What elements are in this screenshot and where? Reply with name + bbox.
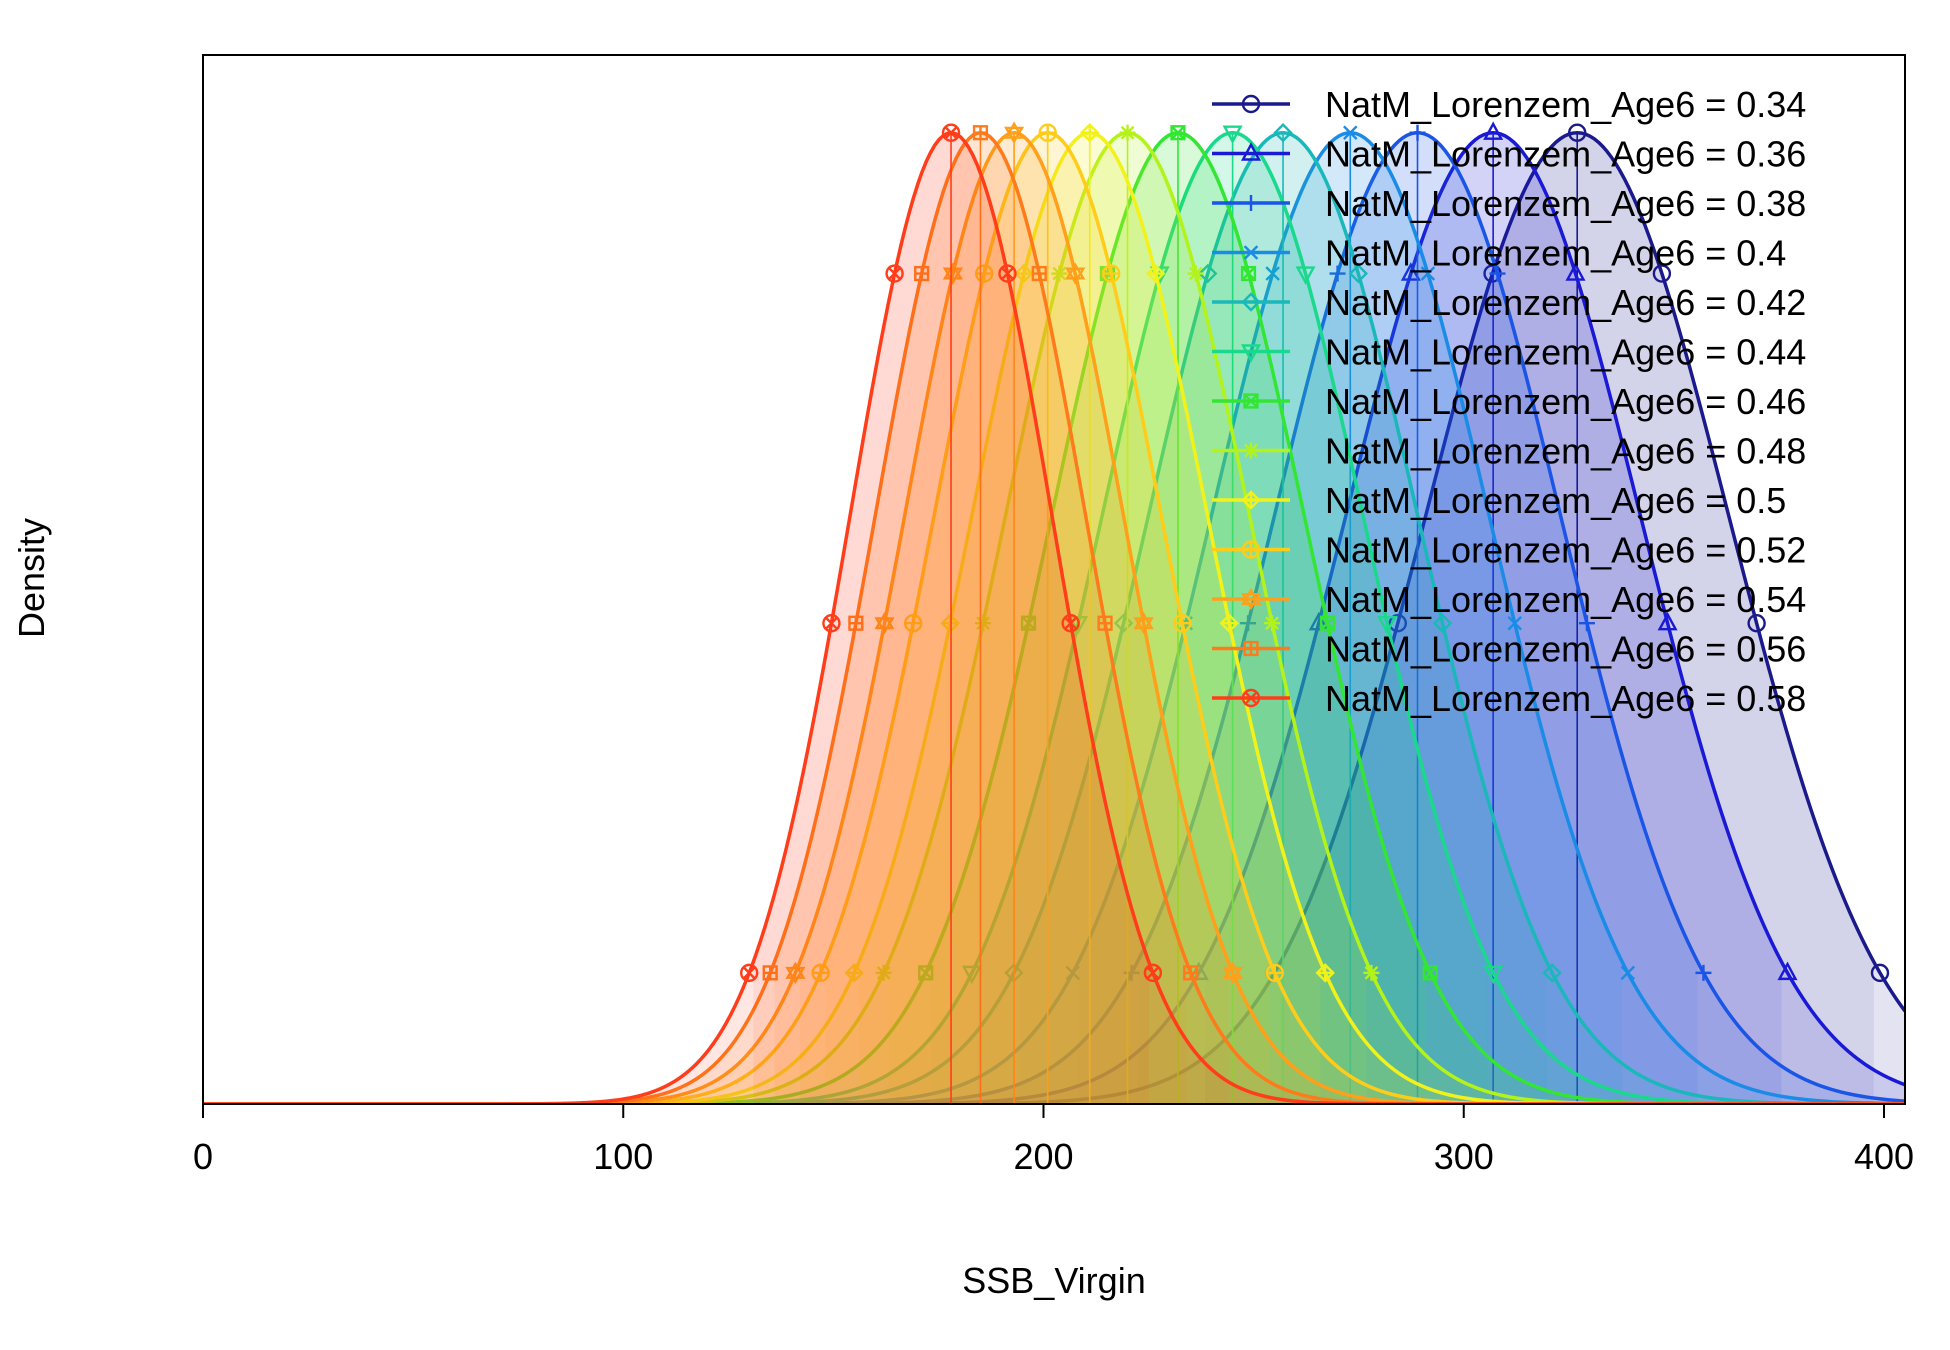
legend-marker bbox=[1240, 344, 1262, 363]
legend-marker bbox=[1241, 490, 1261, 510]
legend-item: NatM_Lorenzem_Age6 = 0.52 bbox=[1212, 530, 1806, 571]
series-markers bbox=[875, 124, 1380, 981]
density-area bbox=[203, 132, 1905, 1104]
series-markers bbox=[785, 121, 1243, 985]
density-area bbox=[203, 132, 1905, 1104]
density-area bbox=[203, 132, 1905, 1104]
legend-label: NatM_Lorenzem_Age6 = 0.5 bbox=[1325, 480, 1786, 521]
density-area bbox=[203, 132, 1905, 1104]
legend-item: NatM_Lorenzem_Age6 = 0.36 bbox=[1212, 134, 1806, 175]
density-curve bbox=[203, 130, 1905, 1104]
legend-item: NatM_Lorenzem_Age6 = 0.34 bbox=[1212, 84, 1806, 125]
density-area bbox=[203, 132, 1905, 1104]
legend-label: NatM_Lorenzem_Age6 = 0.54 bbox=[1325, 579, 1806, 620]
plot-frame bbox=[202, 54, 1906, 1105]
density-series bbox=[203, 121, 1905, 1104]
density-area bbox=[203, 132, 1905, 1104]
legend-label: NatM_Lorenzem_Age6 = 0.34 bbox=[1325, 84, 1806, 125]
legend-marker bbox=[1241, 292, 1261, 312]
x-tick-label: 200 bbox=[1013, 1136, 1073, 1177]
legend-item: NatM_Lorenzem_Age6 = 0.56 bbox=[1212, 629, 1806, 670]
legend-marker bbox=[1243, 195, 1259, 211]
x-tick-label: 300 bbox=[1434, 1136, 1494, 1177]
legend-marker bbox=[1241, 94, 1261, 114]
legend: NatM_Lorenzem_Age6 = 0.34 NatM_Lorenzem_A… bbox=[1212, 84, 1806, 719]
legend-item: NatM_Lorenzem_Age6 = 0.5 bbox=[1212, 480, 1786, 521]
legend-marker bbox=[1243, 245, 1259, 260]
series-markers bbox=[739, 123, 1163, 983]
x-tick-label: 100 bbox=[593, 1136, 653, 1177]
legend-item: NatM_Lorenzem_Age6 = 0.44 bbox=[1212, 332, 1806, 373]
legend-item: NatM_Lorenzem_Age6 = 0.58 bbox=[1212, 678, 1806, 719]
legend-label: NatM_Lorenzem_Age6 = 0.36 bbox=[1325, 134, 1806, 175]
legend-label: NatM_Lorenzem_Age6 = 0.38 bbox=[1325, 183, 1806, 224]
y-axis-title: Density bbox=[11, 518, 52, 638]
legend-marker bbox=[1243, 442, 1259, 459]
density-area bbox=[203, 132, 1905, 1104]
density-curve bbox=[203, 130, 1905, 1104]
legend-item: NatM_Lorenzem_Age6 = 0.4 bbox=[1212, 233, 1786, 274]
density-area bbox=[203, 132, 1905, 1104]
legend-marker bbox=[1241, 688, 1261, 708]
legend-marker bbox=[1240, 587, 1262, 611]
legend-marker bbox=[1241, 540, 1261, 559]
legend-marker bbox=[1243, 640, 1259, 657]
legend-label: NatM_Lorenzem_Age6 = 0.42 bbox=[1325, 282, 1806, 323]
legend-label: NatM_Lorenzem_Age6 = 0.44 bbox=[1325, 332, 1806, 373]
density-area bbox=[203, 132, 1905, 1104]
series-markers bbox=[811, 123, 1284, 983]
density-series bbox=[203, 125, 1905, 1104]
legend-item: NatM_Lorenzem_Age6 = 0.54 bbox=[1212, 579, 1806, 620]
density-curve bbox=[203, 130, 1905, 1104]
plot-area bbox=[203, 121, 1905, 1104]
legend-label: NatM_Lorenzem_Age6 = 0.46 bbox=[1325, 381, 1806, 422]
legend-label: NatM_Lorenzem_Age6 = 0.52 bbox=[1325, 530, 1806, 571]
legend-label: NatM_Lorenzem_Age6 = 0.58 bbox=[1325, 678, 1806, 719]
legend-marker bbox=[1243, 393, 1259, 409]
series-markers bbox=[762, 125, 1199, 981]
density-area bbox=[203, 132, 1905, 1104]
density-area bbox=[203, 132, 1905, 1104]
x-tick-label: 400 bbox=[1854, 1136, 1914, 1177]
legend-item: NatM_Lorenzem_Age6 = 0.42 bbox=[1212, 282, 1806, 323]
legend-item: NatM_Lorenzem_Age6 = 0.48 bbox=[1212, 431, 1806, 472]
legend-label: NatM_Lorenzem_Age6 = 0.4 bbox=[1325, 233, 1786, 274]
legend-item: NatM_Lorenzem_Age6 = 0.46 bbox=[1212, 381, 1806, 422]
legend-item: NatM_Lorenzem_Age6 = 0.38 bbox=[1212, 183, 1806, 224]
density-curve bbox=[203, 131, 1905, 1104]
x-tick-label: 0 bbox=[193, 1136, 213, 1177]
series-markers bbox=[1004, 123, 1562, 983]
x-axis: 0 100 200 300 400 bbox=[193, 1104, 1914, 1177]
series-markers bbox=[1123, 124, 1712, 981]
density-series bbox=[203, 123, 1905, 1104]
legend-label: NatM_Lorenzem_Age6 = 0.48 bbox=[1325, 431, 1806, 472]
density-curve bbox=[203, 130, 1905, 1104]
legend-marker bbox=[1240, 142, 1262, 161]
legend-label: NatM_Lorenzem_Age6 = 0.56 bbox=[1325, 629, 1806, 670]
series-markers bbox=[1188, 121, 1798, 981]
series-markers bbox=[844, 123, 1335, 983]
density-curve bbox=[203, 131, 1905, 1104]
x-axis-title: SSB_Virgin bbox=[962, 1260, 1145, 1301]
density-area bbox=[203, 132, 1905, 1104]
density-area bbox=[203, 132, 1905, 1104]
